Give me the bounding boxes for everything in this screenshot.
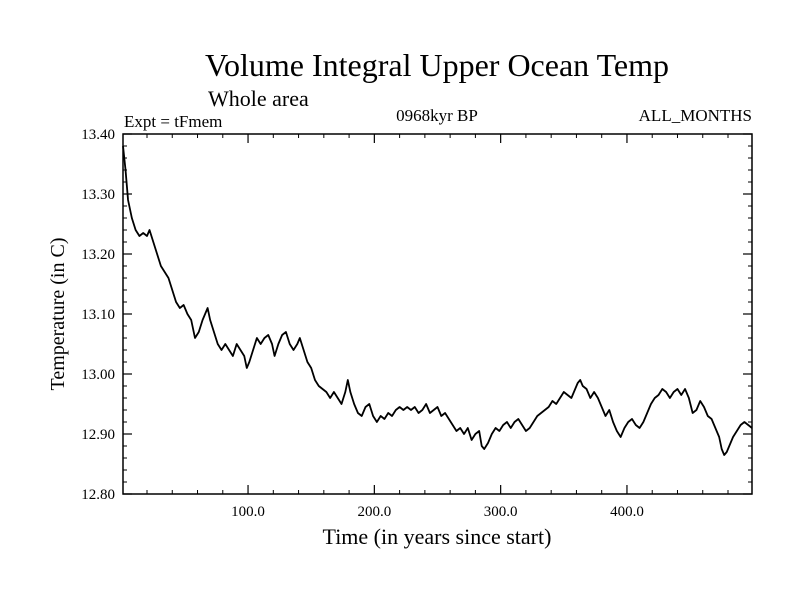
x-axis-label: Time (in years since start) bbox=[323, 524, 552, 549]
y-tick-label: 13.20 bbox=[81, 247, 115, 263]
chart-subtitle: Whole area bbox=[208, 86, 309, 111]
y-tick-label: 13.30 bbox=[81, 187, 115, 203]
y-tick-label: 13.00 bbox=[81, 367, 115, 383]
y-tick-label: 13.40 bbox=[81, 127, 115, 143]
chart-title: Volume Integral Upper Ocean Temp bbox=[205, 47, 669, 83]
x-tick-label: 100.0 bbox=[231, 504, 265, 520]
x-tick-label: 400.0 bbox=[610, 504, 644, 520]
y-axis-label: Temperature (in C) bbox=[47, 238, 69, 391]
months-label: ALL_MONTHS bbox=[639, 106, 752, 125]
plot-frame bbox=[122, 133, 753, 495]
y-tick-label: 12.90 bbox=[81, 427, 115, 443]
y-tick-label: 12.80 bbox=[81, 487, 115, 503]
temperature-series-line bbox=[122, 145, 753, 456]
experiment-label: Expt = tFmem bbox=[124, 112, 222, 131]
x-axis-tick-labels: 100.0 200.0 300.0 400.0 bbox=[231, 504, 644, 520]
x-axis-ticks bbox=[146, 134, 729, 494]
y-axis-tick-labels: 12.80 12.90 13.00 13.10 13.20 13.30 13.40 bbox=[81, 127, 115, 503]
y-axis-ticks bbox=[123, 133, 752, 495]
y-tick-label: 13.10 bbox=[81, 307, 115, 323]
x-tick-label: 200.0 bbox=[357, 504, 391, 520]
x-tick-label: 300.0 bbox=[484, 504, 518, 520]
period-label: 0968kyr BP bbox=[396, 106, 478, 125]
